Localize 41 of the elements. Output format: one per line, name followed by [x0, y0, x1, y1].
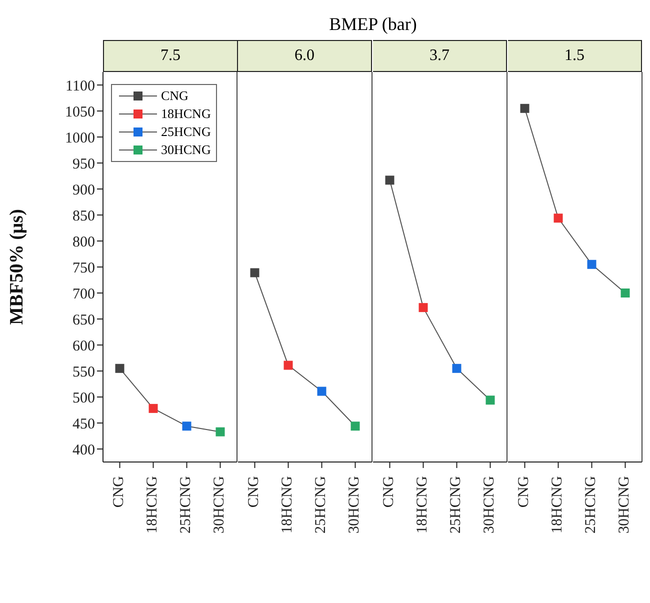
y-axis-title: MBF50% (μs)	[6, 209, 28, 325]
chart-title: 7.5	[103, 40, 238, 72]
x-tick-label: 25HCNG	[583, 476, 600, 534]
y-tick-label: 450	[72, 416, 95, 432]
y-tick-label: 750	[72, 260, 95, 276]
y-tick-label: 1050	[65, 104, 95, 120]
chart-title: 6.0	[238, 40, 372, 72]
x-tick-label: 25HCNG	[178, 476, 194, 534]
x-tick-label: 30HCNG	[212, 476, 228, 534]
y-tick-label: 650	[72, 312, 95, 328]
y-tick-label: 950	[72, 156, 95, 172]
x-tick-label: 25HCNG	[313, 476, 330, 534]
x-tick-label: 30HCNG	[346, 476, 363, 534]
x-tick-label: 30HCNG	[482, 476, 498, 534]
y-tick-label: 800	[72, 234, 95, 250]
chart-title: 1.5	[508, 40, 642, 72]
y-tick-label: 1100	[66, 78, 95, 94]
chart-title: 3.7	[373, 40, 507, 72]
x-tick-label: 18HCNG	[550, 476, 566, 534]
y-tick-label: 500	[72, 390, 95, 406]
legend-label: CNG	[161, 88, 188, 104]
y-tick-label: 900	[72, 182, 95, 198]
x-tick-label: 25HCNG	[448, 476, 464, 534]
x-tick-label: 18HCNG	[280, 476, 296, 534]
x-tick-label: 30HCNG	[616, 476, 633, 534]
y-tick-label: 700	[72, 286, 95, 302]
x-tick-label: CNG	[381, 476, 398, 508]
x-tick-label: CNG	[111, 476, 128, 508]
text: BMEP (bar)	[328, 13, 418, 36]
y-tick-label: 1000	[65, 130, 95, 146]
x-tick-label: CNG	[246, 476, 262, 508]
x-tick-label: CNG	[516, 476, 532, 508]
y-tick-label: 600	[72, 338, 95, 354]
y-tick-label: 850	[72, 208, 95, 224]
x-tick-label: 18HCNG	[414, 476, 431, 534]
y-tick-label: 550	[72, 364, 95, 380]
x-tick-label: 18HCNG	[144, 476, 161, 534]
legend-label: 30HCNG	[161, 142, 211, 158]
y-tick-label: 400	[72, 442, 95, 458]
legend-label: 18HCNG	[161, 106, 211, 122]
legend-label: 25HCNG	[161, 124, 211, 140]
